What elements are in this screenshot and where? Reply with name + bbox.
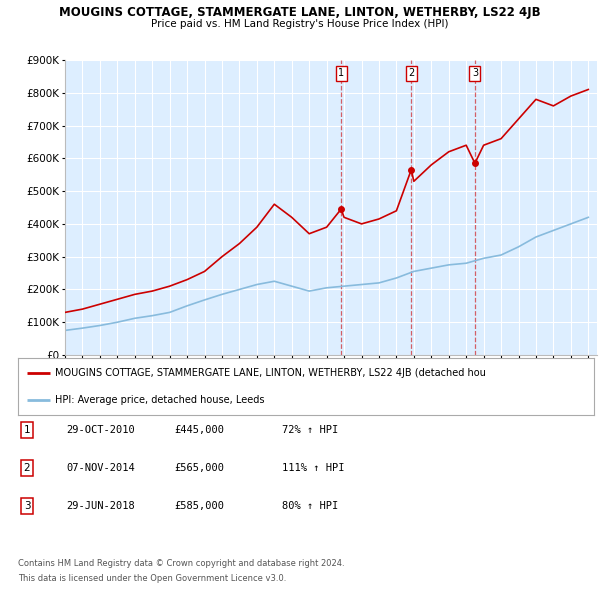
Text: 3: 3 bbox=[472, 68, 478, 78]
Text: 29-JUN-2018: 29-JUN-2018 bbox=[66, 501, 135, 511]
Text: 07-NOV-2014: 07-NOV-2014 bbox=[66, 463, 135, 473]
Text: £565,000: £565,000 bbox=[174, 463, 224, 473]
Text: 72% ↑ HPI: 72% ↑ HPI bbox=[282, 425, 338, 435]
Text: MOUGINS COTTAGE, STAMMERGATE LANE, LINTON, WETHERBY, LS22 4JB (detached hou: MOUGINS COTTAGE, STAMMERGATE LANE, LINTO… bbox=[55, 368, 487, 378]
Text: 2: 2 bbox=[23, 463, 31, 473]
Text: 1: 1 bbox=[338, 68, 344, 78]
Text: Contains HM Land Registry data © Crown copyright and database right 2024.: Contains HM Land Registry data © Crown c… bbox=[18, 559, 344, 568]
Text: MOUGINS COTTAGE, STAMMERGATE LANE, LINTON, WETHERBY, LS22 4JB: MOUGINS COTTAGE, STAMMERGATE LANE, LINTO… bbox=[59, 6, 541, 19]
Text: 1: 1 bbox=[23, 425, 31, 435]
Text: HPI: Average price, detached house, Leeds: HPI: Average price, detached house, Leed… bbox=[55, 395, 265, 405]
Text: 2: 2 bbox=[408, 68, 415, 78]
Text: 111% ↑ HPI: 111% ↑ HPI bbox=[282, 463, 344, 473]
Text: £585,000: £585,000 bbox=[174, 501, 224, 511]
Text: £445,000: £445,000 bbox=[174, 425, 224, 435]
Text: 29-OCT-2010: 29-OCT-2010 bbox=[66, 425, 135, 435]
Text: This data is licensed under the Open Government Licence v3.0.: This data is licensed under the Open Gov… bbox=[18, 574, 286, 583]
Text: 80% ↑ HPI: 80% ↑ HPI bbox=[282, 501, 338, 511]
Text: 3: 3 bbox=[23, 501, 31, 511]
Text: Price paid vs. HM Land Registry's House Price Index (HPI): Price paid vs. HM Land Registry's House … bbox=[151, 19, 449, 29]
